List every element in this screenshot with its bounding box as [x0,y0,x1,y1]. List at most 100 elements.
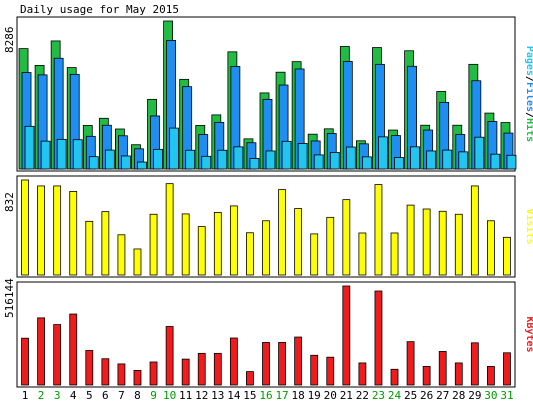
bar-kbytes-day-10 [165,326,174,386]
x-tick-label-day-5: 5 [86,389,93,402]
bar-visits-day-3 [53,185,62,276]
bar-pages-day-31 [506,154,517,170]
bar-visits-day-31 [503,236,511,276]
x-tick-label-day-26: 26 [420,389,433,402]
bar-kbytes-day-22 [358,362,367,386]
bar-visits-day-19 [310,233,319,276]
x-tick-label-day-18: 18 [292,389,305,402]
bar-visits-day-14 [229,205,238,276]
panel-frame-kbytes [16,281,516,388]
bar-kbytes-day-23 [374,290,383,386]
bar-pages-day-29 [474,136,485,170]
bar-visits-day-1 [21,179,29,276]
bar-visits-day-11 [181,213,190,276]
x-tick-label-day-20: 20 [324,389,337,402]
bar-pages-day-14 [233,146,244,170]
bar-layer [18,20,517,386]
x-tick-label-day-7: 7 [118,389,125,402]
bar-visits-day-9 [149,213,158,276]
max-label-hits-files-pages: 8286 [3,27,16,54]
bar-pages-day-12 [201,155,212,170]
max-label-visits: 832 [3,192,16,212]
bar-kbytes-day-30 [487,365,495,386]
bar-kbytes-day-17 [278,342,286,386]
bar-visits-day-20 [326,216,335,276]
bar-pages-day-25 [410,146,420,170]
bar-kbytes-day-16 [262,342,270,386]
x-tick-label-day-29: 29 [468,389,481,402]
label-layer: Daily usage for May 2015 8286 Pages/Files… [3,3,533,402]
bar-kbytes-day-13 [213,352,222,386]
bar-kbytes-day-4 [69,313,78,386]
bar-pages-day-5 [88,156,99,170]
x-tick-label-day-10: 10 [163,389,176,402]
bar-kbytes-day-28 [454,362,463,386]
bar-kbytes-day-31 [503,352,511,386]
x-tick-label-day-27: 27 [436,389,449,402]
bar-kbytes-day-27 [438,351,447,386]
x-tick-label-day-13: 13 [211,389,224,402]
bar-kbytes-day-21 [342,285,351,386]
x-tick-label-day-30: 30 [484,389,497,402]
chart-title: Daily usage for May 2015 [20,3,179,16]
x-tick-label-day-1: 1 [22,389,29,402]
bar-pages-day-11 [185,149,196,170]
bar-visits-day-22 [358,232,367,276]
bar-pages-day-28 [458,151,469,170]
series-label-part-3: / [524,112,533,118]
bar-visits-day-10 [165,183,174,276]
x-tick-label-day-12: 12 [195,389,208,402]
bar-pages-day-24 [394,157,404,170]
bar-visits-day-13 [213,212,222,276]
bar-kbytes-day-14 [229,337,238,386]
bar-pages-day-18 [297,143,308,170]
series-label-hits-files-pages: Pages/Files/Hits [524,46,533,142]
x-tick-label-day-19: 19 [308,389,321,402]
x-tick-label-day-21: 21 [340,389,353,402]
bar-pages-day-4 [72,139,83,170]
bar-visits-day-28 [454,213,463,276]
bar-kbytes-day-18 [294,336,303,386]
bar-visits-day-17 [278,189,286,276]
bar-pages-day-2 [40,140,51,170]
bar-pages-day-21 [345,146,356,170]
x-tick-label-day-6: 6 [102,389,109,402]
bar-visits-day-16 [262,220,270,276]
x-tick-label-day-14: 14 [227,389,241,402]
bar-visits-day-8 [133,248,142,276]
bar-pages-day-7 [121,155,131,170]
bar-kbytes-day-5 [85,350,94,386]
bar-kbytes-day-11 [181,358,190,386]
bar-pages-day-30 [490,153,501,170]
bar-visits-day-6 [101,211,110,276]
x-tick-label-day-3: 3 [54,389,61,402]
x-tick-label-day-17: 17 [275,389,288,402]
bar-kbytes-day-26 [422,365,431,386]
bar-kbytes-day-1 [21,337,29,386]
bar-kbytes-day-3 [53,324,62,386]
bar-pages-day-1 [24,125,35,170]
bar-kbytes-day-12 [197,352,206,386]
series-label-part-4: Hits [524,118,533,142]
bar-pages-day-20 [329,151,340,170]
bar-visits-day-23 [374,184,383,276]
bar-pages-day-9 [153,148,163,170]
bar-kbytes-day-2 [37,317,45,386]
bar-visits-day-29 [470,185,479,276]
bar-pages-day-13 [217,149,228,170]
x-tick-label-day-28: 28 [452,389,465,402]
bar-visits-day-21 [342,199,351,276]
bar-pages-day-23 [378,136,388,170]
bar-pages-day-8 [137,161,147,170]
x-tick-label-day-9: 9 [150,389,157,402]
bar-visits-day-15 [246,232,254,276]
x-tick-label-day-15: 15 [243,389,256,402]
bar-visits-day-5 [85,220,94,276]
bar-pages-day-26 [426,150,437,170]
bar-visits-day-2 [37,185,45,276]
bar-visits-day-12 [197,226,206,276]
bar-pages-day-27 [442,149,453,170]
bar-pages-day-17 [281,140,292,170]
